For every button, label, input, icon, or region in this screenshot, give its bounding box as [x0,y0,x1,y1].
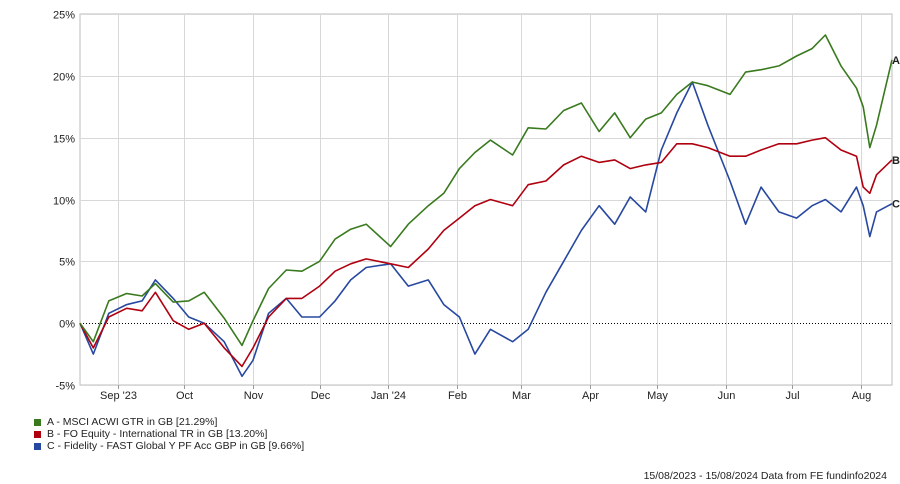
x-tick-label: Jun [718,390,736,402]
x-tick-label: Oct [176,390,193,402]
legend-swatch [34,418,41,426]
chart-area: 25% 20% 15% 10% 5% 0% -5% Sep '23 Oct Nov Dec Jan '… [53,10,900,403]
legend-label: B - FO Equity - International TR in GB [… [47,428,268,440]
legend-item: B - FO Equity - International TR in GB [… [34,428,304,440]
y-tick-label: 20% [53,72,75,84]
legend-swatch [34,442,41,450]
series-end-label: C [892,199,900,211]
y-tick-label: 5% [59,257,75,269]
line-chart: 25% 20% 15% 10% 5% 0% -5% Sep '23 Oct Nov Dec Jan '… [53,10,900,403]
legend-swatch [34,430,41,438]
series-line [79,136,893,368]
x-tick-label: Jan '24 [371,390,406,402]
x-tick-label: Dec [311,390,331,402]
legend: A - MSCI ACWI GTR in GB [21.29%] B - FO E… [34,416,304,452]
x-tick-label: May [647,390,668,402]
x-tick-label: Apr [582,390,599,402]
x-tick-label: Feb [448,390,467,402]
y-tick-label: 0% [59,319,75,331]
legend-label: C - Fidelity - FAST Global Y PF Acc GBP … [47,440,305,452]
y-tick-label: 25% [53,10,75,22]
x-tick-label: Mar [512,390,531,402]
legend-label: A - MSCI ACWI GTR in GB [21.29%] [47,416,218,428]
x-tick-label: Nov [244,390,264,402]
series-line [79,34,893,347]
series-end-label: B [892,155,900,167]
y-tick-label: 10% [53,196,75,208]
y-tick-label: -5% [55,381,75,393]
legend-item: C - Fidelity - FAST Global Y PF Acc GBP … [34,440,304,452]
x-tick-label: Aug [852,390,872,402]
series-line [79,81,893,378]
legend-item: A - MSCI ACWI GTR in GB [21.29%] [34,416,304,428]
y-tick-label: 15% [53,134,75,146]
x-tick-label: Sep '23 [100,390,137,402]
chart-footer: 15/08/2023 - 15/08/2024 Data from FE fun… [643,470,887,482]
series-end-label: A [892,55,900,67]
x-tick-label: Jul [785,390,799,402]
